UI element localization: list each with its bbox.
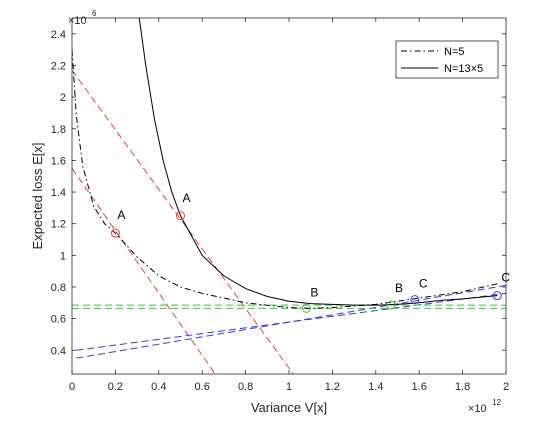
point-label-1: A: [183, 191, 191, 205]
series-line-1: [138, 18, 498, 306]
y-exponent-label: ×10: [68, 15, 87, 27]
legend-label-n5: N=5: [444, 46, 465, 58]
point-marker-0: [110, 228, 120, 238]
y-tick-label-4: 1.2: [51, 219, 66, 231]
y-tick-label-7: 1.8: [51, 124, 66, 136]
point-marker-3: [386, 300, 396, 310]
point-label-2: B: [310, 285, 318, 299]
point-label-4: C: [419, 277, 428, 291]
point-marker-4: [410, 295, 420, 305]
tangent-line-2: [76, 284, 506, 359]
x-tick-label-0: 0: [69, 381, 75, 393]
x-exponent-power: 12: [492, 398, 501, 407]
x-tick-label-10: 2: [503, 381, 509, 393]
y-tick-label-5: 1.4: [51, 187, 66, 199]
point-marker-1: [176, 211, 185, 221]
ticks-layer: A A B B C C 0 0.2 0.4 0.6 0.8 1 1.2 1.4 1.6 1.8 2 0.4 0.6 0…: [51, 18, 510, 393]
point-marker-2: [301, 303, 311, 313]
tangent-line-0: [72, 168, 216, 374]
x-tick-label-4: 0.8: [238, 381, 253, 393]
y-tick-label-0: 0.4: [51, 345, 66, 357]
y-exponent-power: 6: [92, 9, 97, 18]
x-tick-label-5: 1: [286, 381, 292, 393]
x-tick-label-3: 0.6: [195, 381, 210, 393]
series-line-0: [72, 49, 498, 309]
legend-box: [395, 40, 499, 79]
y-tick-label-1: 0.6: [51, 314, 66, 326]
x-tick-label-1: 0.2: [108, 381, 123, 393]
tangent-line-1: [72, 69, 294, 374]
x-exponent-label: ×10: [468, 403, 487, 415]
tangent-line-3: [76, 292, 506, 351]
x-tick-label-7: 1.4: [368, 381, 383, 393]
y-axis-label: Expected loss E[x]: [30, 143, 45, 250]
point-label-0: A: [117, 208, 125, 222]
y-tick-label-10: 2.4: [51, 29, 66, 41]
x-tick-label-6: 1.2: [325, 381, 340, 393]
x-tick-label-2: 0.4: [151, 381, 166, 393]
data-layer: [72, 18, 506, 374]
y-tick-label-9: 2.2: [51, 60, 66, 72]
point-label-3: B: [395, 281, 403, 295]
y-tick-label-6: 1.6: [51, 155, 66, 167]
x-tick-label-9: 1.8: [455, 381, 470, 393]
y-tick-label-3: 1: [60, 250, 66, 262]
point-label-5: C: [501, 271, 510, 285]
legend-label-n13x5: N=13×5: [444, 63, 483, 75]
y-tick-label-2: 0.8: [51, 282, 66, 294]
x-tick-label-8: 1.6: [412, 381, 427, 393]
y-tick-label-8: 2: [60, 92, 66, 104]
legend: N=5 N=13×5: [395, 40, 499, 79]
x-axis-label: Variance V[x]: [251, 400, 327, 415]
point-marker-5: [492, 291, 502, 301]
